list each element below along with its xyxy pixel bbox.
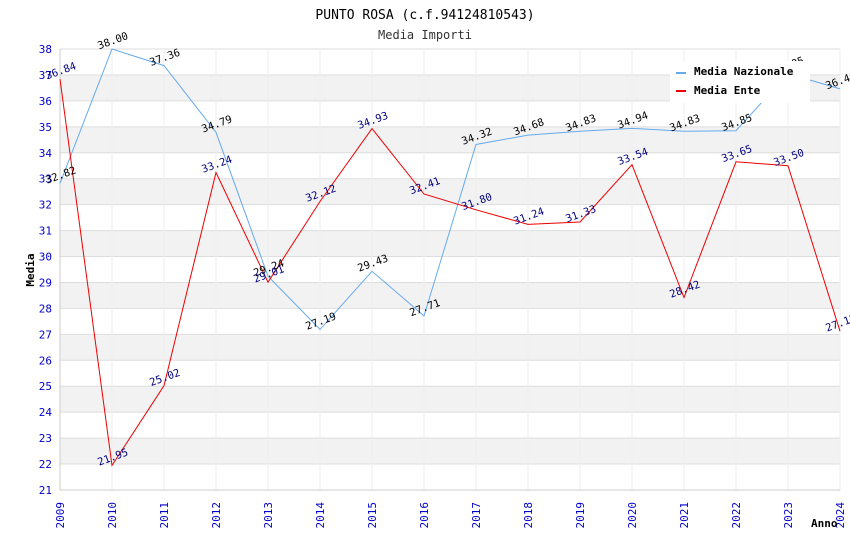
x-tick-label: 2016: [418, 502, 431, 529]
series-lines: [59, 48, 841, 467]
grid-band: [60, 178, 840, 205]
y-tick-label: 29: [39, 276, 52, 289]
x-tick-label: 2012: [210, 502, 223, 529]
y-tick-label: 25: [39, 380, 52, 393]
legend: Media Nazionale Media Ente: [670, 61, 810, 103]
x-tick-label: 2013: [262, 502, 275, 529]
y-tick-label: 34: [39, 147, 53, 160]
x-axis-ticks: 2009 2010 2011 2012 2013 2014 2015 2016 2017 2018…: [54, 502, 847, 529]
grid-band: [60, 282, 840, 309]
series-line-nazionale: [59, 48, 841, 331]
data-label-nazionale: 27.19: [304, 311, 338, 333]
x-axis-label: Anno: [811, 517, 838, 530]
chart-subtitle: Media Importi: [378, 28, 472, 42]
x-tick-label: 2019: [574, 502, 587, 529]
data-label-ente: 27.12: [824, 312, 850, 334]
x-tick-label: 2018: [522, 502, 535, 529]
y-tick-label: 31: [39, 225, 52, 238]
legend-label-nazionale: Media Nazionale: [694, 65, 794, 78]
data-label-ente: 31.33: [564, 203, 598, 225]
y-tick-label: 33: [39, 173, 52, 186]
y-tick-label: 36: [39, 95, 52, 108]
y-tick-label: 30: [39, 251, 52, 264]
x-tick-label: 2022: [730, 502, 743, 529]
y-tick-label: 28: [39, 302, 52, 315]
y-tick-label: 38: [39, 43, 52, 56]
y-tick-label: 32: [39, 199, 52, 212]
grid-band: [60, 386, 840, 413]
x-tick-label: 2021: [678, 502, 691, 529]
y-tick-label: 21: [39, 484, 52, 497]
y-tick-label: 35: [39, 121, 52, 134]
data-label-ente: 25.02: [148, 367, 182, 389]
grid-bands: [60, 74, 840, 465]
chart-title: PUNTO ROSA (c.f.94124810543): [315, 8, 534, 23]
y-tick-label: 27: [39, 328, 52, 341]
x-tick-label: 2011: [158, 502, 171, 529]
x-tick-label: 2009: [54, 502, 67, 529]
y-axis-label: Media: [24, 253, 37, 286]
x-tick-label: 2014: [314, 502, 327, 529]
x-tick-label: 2020: [626, 502, 639, 529]
grid-band: [60, 334, 840, 361]
x-tick-label: 2010: [106, 502, 119, 529]
grid-lines: [59, 48, 841, 491]
grid-band: [60, 438, 840, 465]
grid-band: [60, 230, 840, 257]
y-tick-label: 23: [39, 432, 52, 445]
data-label-ente: 33.24: [200, 154, 234, 176]
series-line-ente: [59, 79, 841, 467]
y-tick-label: 22: [39, 458, 52, 471]
data-label-nazionale: 37.36: [148, 47, 182, 69]
x-tick-label: 2024: [834, 502, 847, 529]
data-label-nazionale: 36.46: [824, 70, 850, 92]
x-tick-label: 2017: [470, 502, 483, 529]
y-tick-label: 26: [39, 354, 52, 367]
x-tick-label: 2015: [366, 502, 379, 529]
y-tick-label: 24: [39, 406, 53, 419]
y-axis-ticks: 21 22 23 24 25 26 27 28 29 30 31 32 33 34 35 36 37 38: [39, 43, 53, 497]
legend-label-ente: Media Ente: [694, 84, 761, 97]
y-tick-label: 37: [39, 69, 52, 82]
x-tick-label: 2023: [782, 502, 795, 529]
legend-box: [670, 61, 810, 103]
